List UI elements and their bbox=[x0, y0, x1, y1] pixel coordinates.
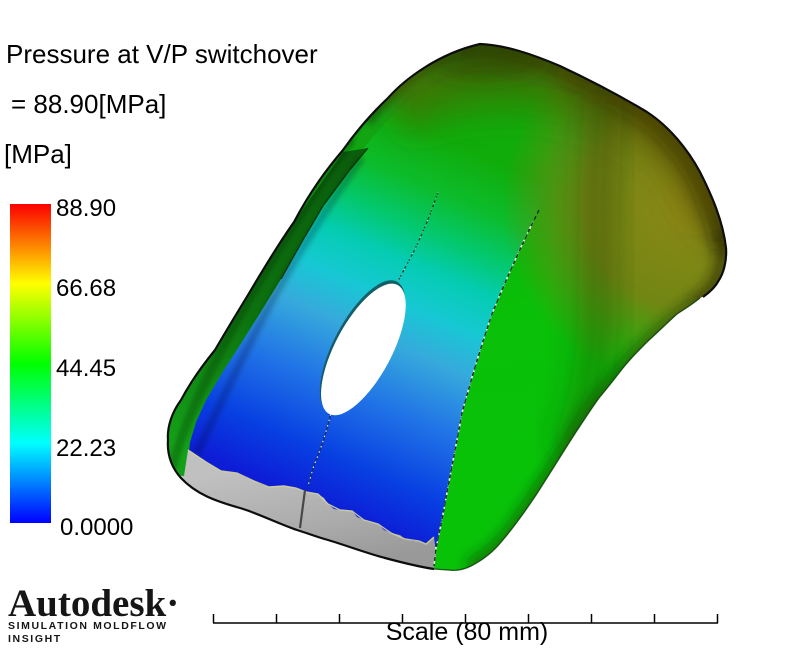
svg-text:44.45: 44.45 bbox=[56, 355, 116, 382]
svg-text:[MPa]: [MPa] bbox=[4, 139, 72, 169]
svg-text:66.68: 66.68 bbox=[56, 275, 116, 302]
svg-text:Autodesk·: Autodesk· bbox=[8, 582, 179, 625]
svg-text:Scale (80 mm): Scale (80 mm) bbox=[386, 618, 549, 646]
svg-text:88.90: 88.90 bbox=[56, 195, 116, 222]
svg-text:SIMULATION MOLDFLOW: SIMULATION MOLDFLOW bbox=[8, 620, 168, 632]
svg-text:0.0000: 0.0000 bbox=[60, 514, 133, 541]
svg-text:INSIGHT: INSIGHT bbox=[8, 633, 62, 645]
svg-text:Pressure at V/P switchover: Pressure at V/P switchover bbox=[6, 39, 318, 69]
svg-text:22.23: 22.23 bbox=[56, 435, 116, 462]
svg-text:= 88.90[MPa]: = 88.90[MPa] bbox=[11, 89, 166, 119]
